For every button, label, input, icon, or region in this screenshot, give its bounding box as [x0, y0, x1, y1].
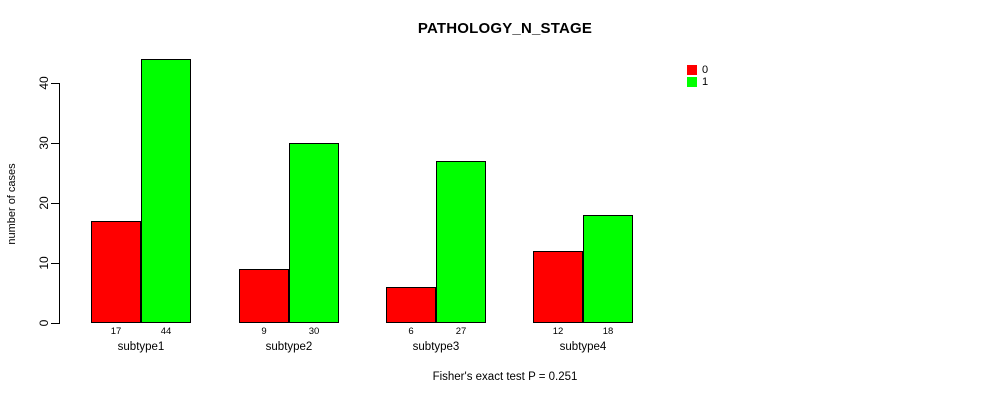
- category-label-subtype3: subtype3: [412, 341, 460, 353]
- y-tick-mark: [51, 143, 59, 144]
- bar-subtype3-series-1: [436, 161, 486, 323]
- bar-subtype4-series-0: [533, 251, 583, 323]
- bar-subtype1-series-1: [141, 59, 191, 323]
- legend-label: 0: [702, 64, 709, 76]
- legend: 0 1: [687, 64, 708, 88]
- y-axis-line: [59, 83, 60, 324]
- category-label-subtype2: subtype2: [265, 341, 313, 353]
- bar-value-label: 44: [160, 326, 172, 337]
- bar-value-label: 6: [408, 326, 414, 337]
- legend-swatch-red: [687, 65, 697, 75]
- y-tick-mark: [51, 83, 59, 84]
- bar-subtype2-series-1: [289, 143, 339, 323]
- legend-label: 1: [702, 76, 709, 88]
- y-tick-label: 10: [37, 256, 51, 270]
- category-label-subtype4: subtype4: [559, 341, 607, 353]
- bar-subtype3-series-0: [386, 287, 436, 323]
- y-tick-label: 40: [37, 76, 51, 90]
- y-tick-label: 0: [37, 319, 51, 327]
- bar-value-label: 9: [261, 326, 267, 337]
- category-label-subtype1: subtype1: [117, 341, 165, 353]
- legend-entry-1: 1: [687, 76, 708, 88]
- bar-value-label: 17: [110, 326, 122, 337]
- y-tick-label: 20: [37, 196, 51, 210]
- footnote-fisher-test: Fisher's exact test P = 0.251: [432, 371, 578, 383]
- bar-subtype2-series-0: [239, 269, 289, 323]
- y-tick-label: 30: [37, 136, 51, 150]
- legend-swatch-green: [687, 77, 697, 87]
- y-tick-mark: [51, 203, 59, 204]
- y-tick-mark: [51, 263, 59, 264]
- bar-value-label: 18: [602, 326, 614, 337]
- chart-title: PATHOLOGY_N_STAGE: [417, 20, 593, 37]
- y-axis-label: number of cases: [6, 163, 18, 245]
- bar-subtype1-series-0: [91, 221, 141, 323]
- bar-value-label: 30: [308, 326, 320, 337]
- bar-value-label: 27: [455, 326, 467, 337]
- bar-subtype4-series-1: [583, 215, 633, 323]
- y-tick-mark: [51, 323, 59, 324]
- legend-entry-0: 0: [687, 64, 708, 76]
- bar-value-label: 12: [552, 326, 564, 337]
